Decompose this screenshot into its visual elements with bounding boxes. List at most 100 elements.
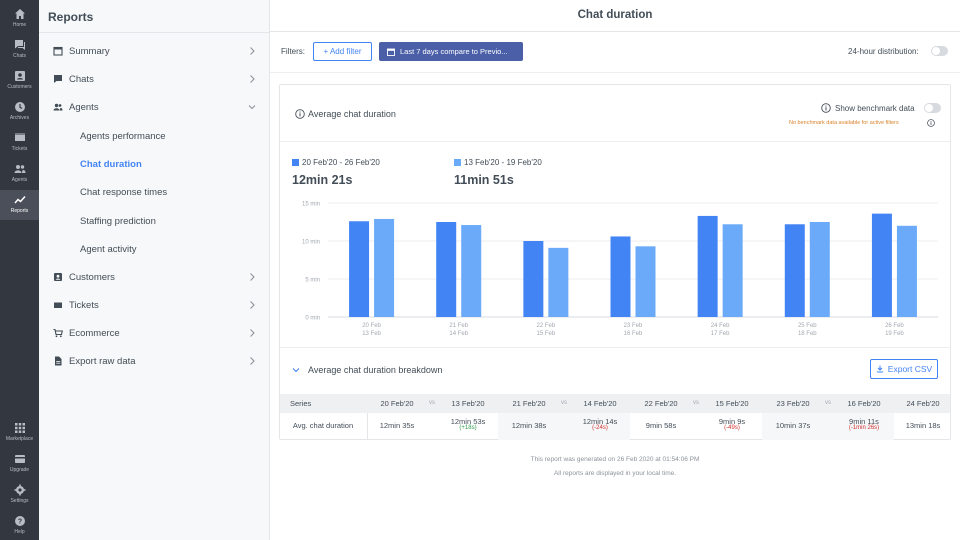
date-header: 24 Feb'20 — [906, 399, 940, 408]
legend-current: 20 Feb'20 - 26 Feb'20 — [292, 158, 380, 167]
add-filter-button[interactable]: + Add filter — [313, 42, 372, 61]
distribution-label: 24-hour distribution: — [848, 47, 919, 56]
x-tick-label: 16 Feb — [624, 331, 643, 337]
legend-swatch — [454, 159, 461, 166]
delta-cell: (-49s) — [724, 425, 740, 431]
info-icon — [821, 103, 831, 113]
marketplace-icon — [14, 423, 25, 433]
filters-label: Filters: — [281, 47, 305, 56]
compare-value-cell: 9min 11s — [849, 417, 879, 426]
nav-agents[interactable]: Agents — [0, 159, 39, 189]
nav-tickets[interactable]: Tickets — [0, 128, 39, 158]
chevron-right-icon — [250, 47, 255, 55]
nav-settings[interactable]: Settings — [0, 480, 39, 510]
upgrade-icon — [14, 455, 25, 463]
sidebar-item-tickets[interactable]: Tickets — [39, 291, 270, 319]
nav-label: Settings — [10, 498, 29, 504]
nav-help[interactable]: ? Help — [0, 511, 39, 540]
current-total: 12min 21s — [292, 173, 353, 187]
info-icon — [927, 119, 935, 127]
compare-date-header: 16 Feb'20 — [847, 399, 881, 408]
date-header: 22 Feb'20 — [644, 399, 678, 408]
bar-previous — [461, 225, 482, 317]
nav-label: Archives — [9, 115, 30, 121]
nav-label: Reports — [10, 208, 29, 214]
sidebar-divider — [39, 32, 270, 33]
sidebar-item-export-raw-data[interactable]: Export raw data — [39, 347, 270, 375]
calendar-icon — [53, 46, 63, 56]
sidebar-item-ecommerce[interactable]: Ecommerce — [39, 319, 270, 347]
nav-reports[interactable]: Reports — [0, 190, 39, 220]
nav-label: Agents — [11, 177, 28, 183]
compare-value-cell: 9min 9s — [718, 417, 746, 426]
chevron-right-icon — [250, 357, 255, 365]
date-range-filter-button[interactable]: Last 7 days compare to Previo... — [379, 42, 523, 61]
sidebar-title: Reports — [48, 10, 94, 24]
y-tick-label: 5 min — [305, 278, 320, 284]
sidebar-subitem-staffing-prediction[interactable]: Staffing prediction — [80, 216, 156, 227]
nav-upgrade[interactable]: Upgrade — [0, 449, 39, 479]
chevron-down-icon[interactable] — [292, 366, 300, 374]
card-divider — [280, 141, 950, 142]
sidebar-subitem-agents-performance[interactable]: Agents performance — [80, 131, 166, 142]
chat-bubble-icon — [53, 74, 63, 84]
value-cell: 10min 37s — [775, 421, 811, 430]
sidebar-item-summary[interactable]: Summary — [39, 37, 270, 65]
x-tick-label: 20 Feb — [362, 323, 381, 329]
bar-current — [697, 215, 718, 317]
calendar-icon — [387, 48, 395, 56]
x-tick-label: 25 Feb — [798, 323, 817, 329]
export-csv-button[interactable]: Export CSV — [870, 359, 938, 379]
filter-divider — [270, 72, 960, 73]
x-tick-label: 13 Feb — [362, 331, 381, 337]
info-icon — [295, 109, 305, 119]
bar-previous — [722, 224, 743, 317]
nav-marketplace[interactable]: Marketplace — [0, 418, 39, 448]
sidebar-subitem-chat-response-times[interactable]: Chat response times — [80, 187, 168, 198]
vs-label: vs — [429, 400, 435, 406]
nav-home[interactable]: Home — [0, 4, 39, 34]
nav-chats[interactable]: Chats — [0, 35, 39, 65]
nav-archives[interactable]: Archives — [0, 97, 39, 127]
legend-previous: 13 Feb'20 - 19 Feb'20 — [454, 158, 542, 167]
nav-customers[interactable]: Customers — [0, 66, 39, 96]
nav-label: Home — [12, 22, 27, 28]
distribution-toggle[interactable] — [931, 46, 948, 56]
sidebar-subitem-chat-duration[interactable]: Chat duration — [80, 159, 142, 170]
benchmark-label: Show benchmark data — [835, 104, 915, 113]
sidebar-item-label: Chats — [69, 73, 94, 85]
bar-chart: 0 min 5 min 10 min 15 min 20 Feb 13 Feb 21 Feb… — [302, 202, 938, 337]
download-icon — [876, 365, 883, 373]
chevron-right-icon — [250, 329, 255, 337]
compare-value-cell: 12min 53s — [450, 417, 486, 426]
archives-icon — [14, 102, 25, 112]
bar-current — [436, 222, 457, 317]
sidebar-item-label: Ecommerce — [69, 327, 120, 339]
agents-icon — [53, 102, 63, 112]
icon-navigation: Home Chats Customers Archives Tickets Ag… — [0, 0, 39, 540]
bar-current — [871, 213, 892, 317]
sidebar-item-label: Summary — [69, 45, 110, 57]
chats-icon — [14, 40, 25, 50]
chat-duration-card: Average chat duration Show benchmark dat… — [279, 84, 951, 440]
tickets-icon — [14, 133, 25, 141]
benchmark-toggle[interactable] — [924, 103, 941, 113]
delta-cell: (+18s) — [459, 425, 477, 431]
chevron-right-icon — [250, 75, 255, 83]
sidebar-item-chats[interactable]: Chats — [39, 65, 270, 93]
sidebar-item-customers[interactable]: Customers — [39, 263, 270, 291]
value-cell: 12min 38s — [511, 421, 547, 430]
nav-label: Tickets — [11, 146, 28, 152]
chevron-right-icon — [250, 301, 255, 309]
sidebar-item-agents[interactable]: Agents — [39, 93, 270, 121]
x-tick-label: 24 Feb — [711, 323, 730, 329]
value-cell: 12min 35s — [379, 421, 415, 430]
value-cell: 9min 58s — [645, 421, 677, 430]
column-divider — [367, 413, 368, 440]
nav-label: Upgrade — [9, 467, 30, 473]
breakdown-table: Series Avg. chat duration 20 Feb'20 vs 1… — [280, 394, 950, 440]
compare-date-header: 14 Feb'20 — [583, 399, 617, 408]
sidebar-subitem-agent-activity[interactable]: Agent activity — [80, 244, 137, 255]
legend-swatch — [292, 159, 299, 166]
card-title: Average chat duration — [308, 109, 396, 119]
